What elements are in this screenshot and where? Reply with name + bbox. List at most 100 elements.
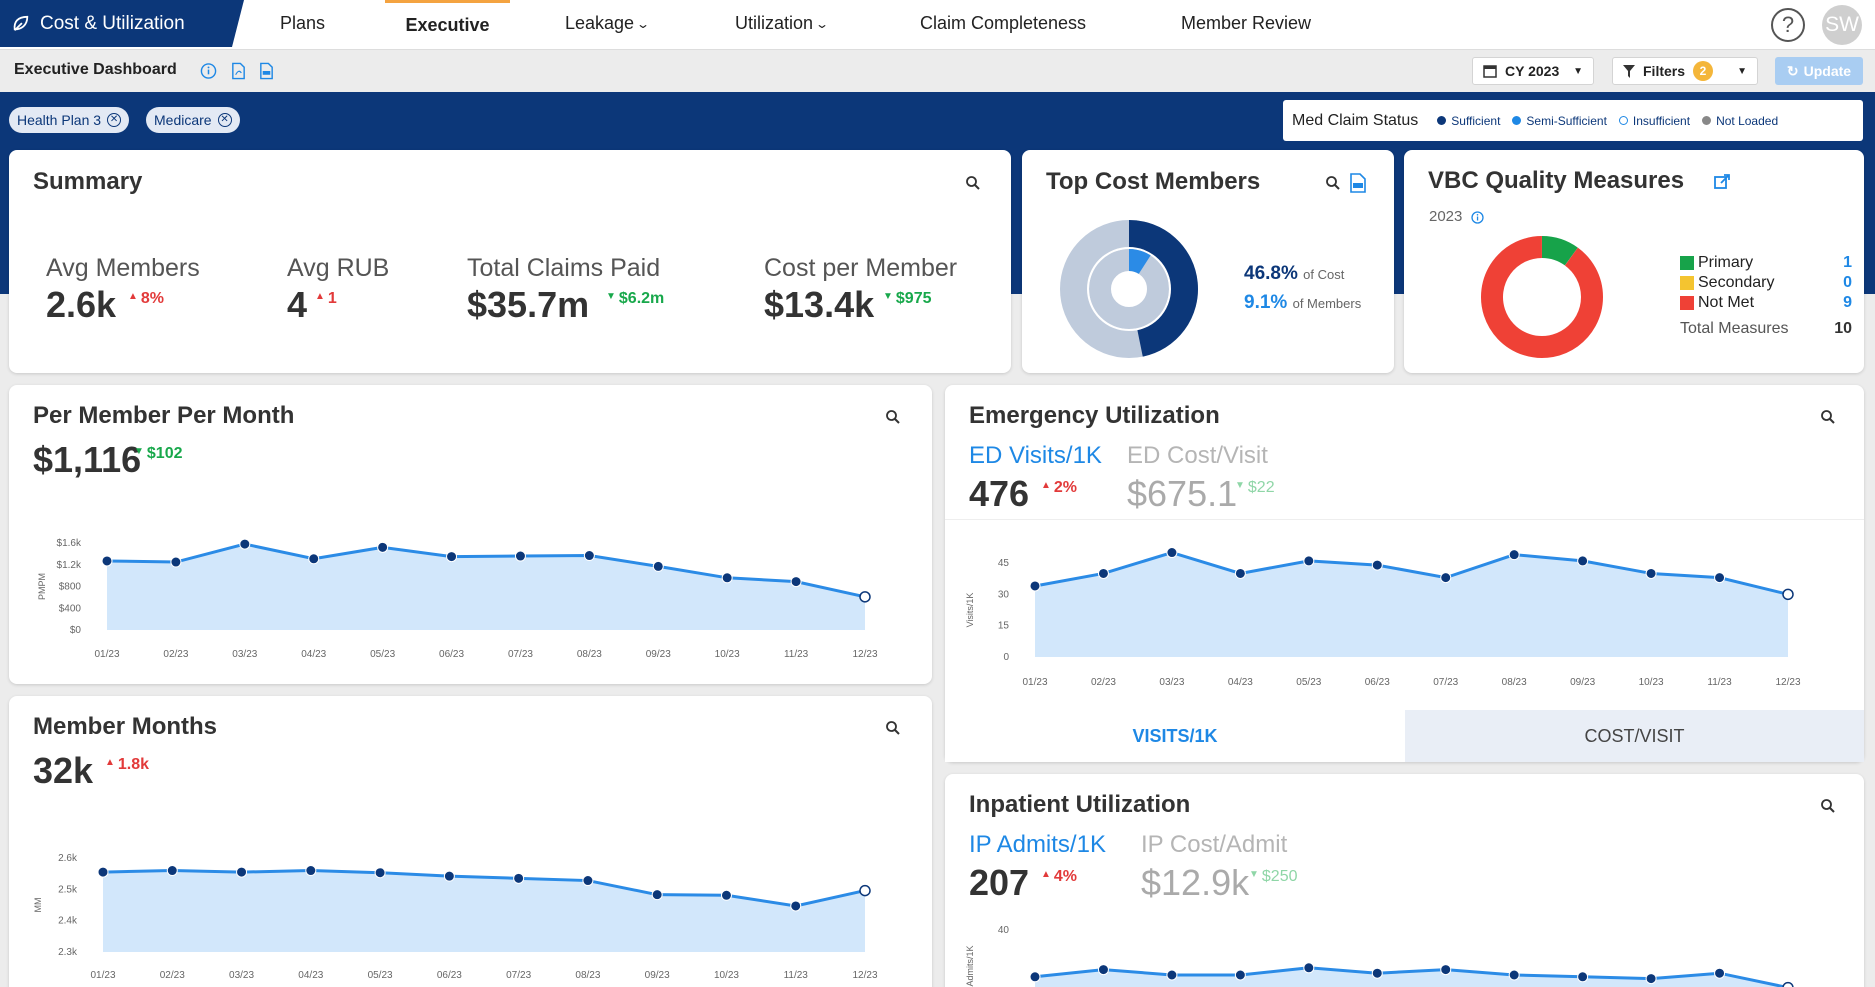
y-tick-label: $1.6k [57,538,82,549]
data-point [514,550,526,562]
legend-swatch [1680,256,1694,270]
calendar-icon [1483,65,1497,78]
update-button[interactable]: ↻ Update [1775,57,1863,85]
search-icon[interactable] [1820,798,1836,814]
data-point [859,591,871,603]
ed-visits-value: 476 [969,473,1030,514]
series-area [107,544,865,630]
x-tick-label: 06/23 [439,649,464,660]
kpi-label: Cost per Member [764,254,958,282]
y-tick-label: $1.2k [57,560,82,571]
series-area [1035,552,1788,657]
x-tick-label: 03/23 [232,649,257,660]
visits-per-1k-tab[interactable]: VISITS/1K [945,710,1405,762]
ed-cost-value: $675.1 [1127,473,1238,514]
y-tick-label: 30 [998,589,1010,600]
top-nav: Cost & Utilization Plans Executive Leaka… [0,0,1875,50]
x-tick-label: 09/23 [1570,677,1595,688]
card-title: Member Months [33,713,218,740]
ed-cost-tab[interactable]: ED Cost/Visit [1127,442,1268,469]
close-icon[interactable]: ✕ [217,113,232,127]
ip-admits-tab[interactable]: IP Admits/1K [969,831,1106,858]
search-icon[interactable] [885,409,901,425]
x-tick-label: 08/23 [1502,677,1527,688]
chip-label: Medicare [154,112,212,128]
ed-visits-tab[interactable]: ED Visits/1K [969,442,1102,469]
y-tick-label: $0 [70,625,82,636]
data-point [170,556,182,568]
summary-card: Summary Avg Members 2.6k ▲ 8% Avg RUB 4 ▲… [9,150,1011,373]
external-link-icon[interactable] [1714,174,1730,190]
brand-tab[interactable]: Cost & Utilization [0,0,232,47]
search-icon[interactable] [965,175,981,191]
x-tick-label: 01/23 [94,649,119,660]
sub-toolbar: Executive Dashboard CY 2023 ▼ Filters 2 … [0,50,1875,92]
tab-plans[interactable]: Plans [280,0,325,47]
y-tick-label: 15 [998,621,1010,632]
period-value: CY 2023 [1505,63,1560,79]
period-select[interactable]: CY 2023 ▼ [1472,57,1594,85]
data-point [1577,971,1589,983]
tab-executive-label: Executive [405,14,490,35]
kpi-label: Total Claims Paid [467,254,661,282]
info-icon[interactable] [1471,211,1484,224]
dot-icon [1437,116,1447,125]
x-tick-label: 11/23 [784,649,809,660]
filter-chip-health-plan[interactable]: Health Plan 3 ✕ [9,107,130,133]
cost-per-visit-tab[interactable]: COST/VISIT [1405,710,1864,762]
y-tick-label: $400 [59,603,82,614]
filter-chip-medicare[interactable]: Medicare ✕ [146,107,240,133]
search-icon[interactable] [1325,175,1341,191]
x-tick-label: 04/23 [1228,677,1253,688]
kpi-delta: ▼ $975 [883,290,932,307]
data-point [377,541,389,553]
chevron-down-icon: ⌄ [636,16,651,31]
pdf-icon[interactable] [230,62,247,80]
avatar[interactable]: SW [1822,5,1862,45]
data-point [1097,964,1109,976]
data-point [1782,588,1794,601]
x-tick-label: 03/23 [1159,677,1184,688]
data-point [1234,969,1246,981]
legend-swatch [1680,276,1694,290]
x-tick-label: 12/23 [1775,677,1800,688]
card-title: Per Member Per Month [33,402,295,429]
x-tick-label: 12/23 [852,649,877,660]
search-icon[interactable] [885,720,901,736]
ip-chart: 40 Admits/1K [965,925,1794,987]
data-point [166,865,178,877]
info-icon[interactable] [200,62,217,80]
csv-icon[interactable] [1349,173,1367,193]
y-tick-label: $800 [59,582,82,593]
y-axis-label: PMPM [37,573,47,600]
search-icon[interactable] [1820,409,1836,425]
pmpm-value: $1,116 [33,439,142,480]
x-tick-label: 10/23 [715,649,740,660]
close-icon[interactable]: ✕ [107,113,122,127]
series-line [106,542,866,599]
dot-icon [1512,116,1522,125]
tab-executive[interactable]: Executive [385,0,510,47]
tab-claim-completeness[interactable]: Claim Completeness [920,0,1086,47]
x-tick-label: 11/23 [1707,677,1732,688]
tab-leakage[interactable]: Leakage ⌄ [565,0,651,47]
series-line [102,869,866,908]
vbc-donut [1481,236,1603,358]
inpatient-utilization-card: Inpatient Utilization IP Admits/1K IP Co… [945,774,1864,987]
divider [945,519,1864,520]
x-tick-label: 04/23 [298,970,323,981]
tab-member-review[interactable]: Member Review [1181,0,1311,47]
x-tick-label: 05/23 [368,970,393,981]
cost-percent: 46.8% of Cost [1244,263,1345,284]
help-icon[interactable]: ? [1771,8,1805,42]
data-point [721,572,733,584]
filters-button[interactable]: Filters 2 ▼ [1612,57,1758,85]
ip-cost-tab[interactable]: IP Cost/Admit [1141,831,1288,858]
card-title: Emergency Utilization [969,402,1220,429]
update-label: Update [1803,63,1852,79]
tab-utilization[interactable]: Utilization ⌄ [735,0,829,47]
csv-icon[interactable] [258,62,275,80]
x-tick-label: 03/23 [229,970,254,981]
vbc-quality-card: VBC Quality Measures 2023 [1404,150,1864,373]
leaf-icon [13,15,29,31]
